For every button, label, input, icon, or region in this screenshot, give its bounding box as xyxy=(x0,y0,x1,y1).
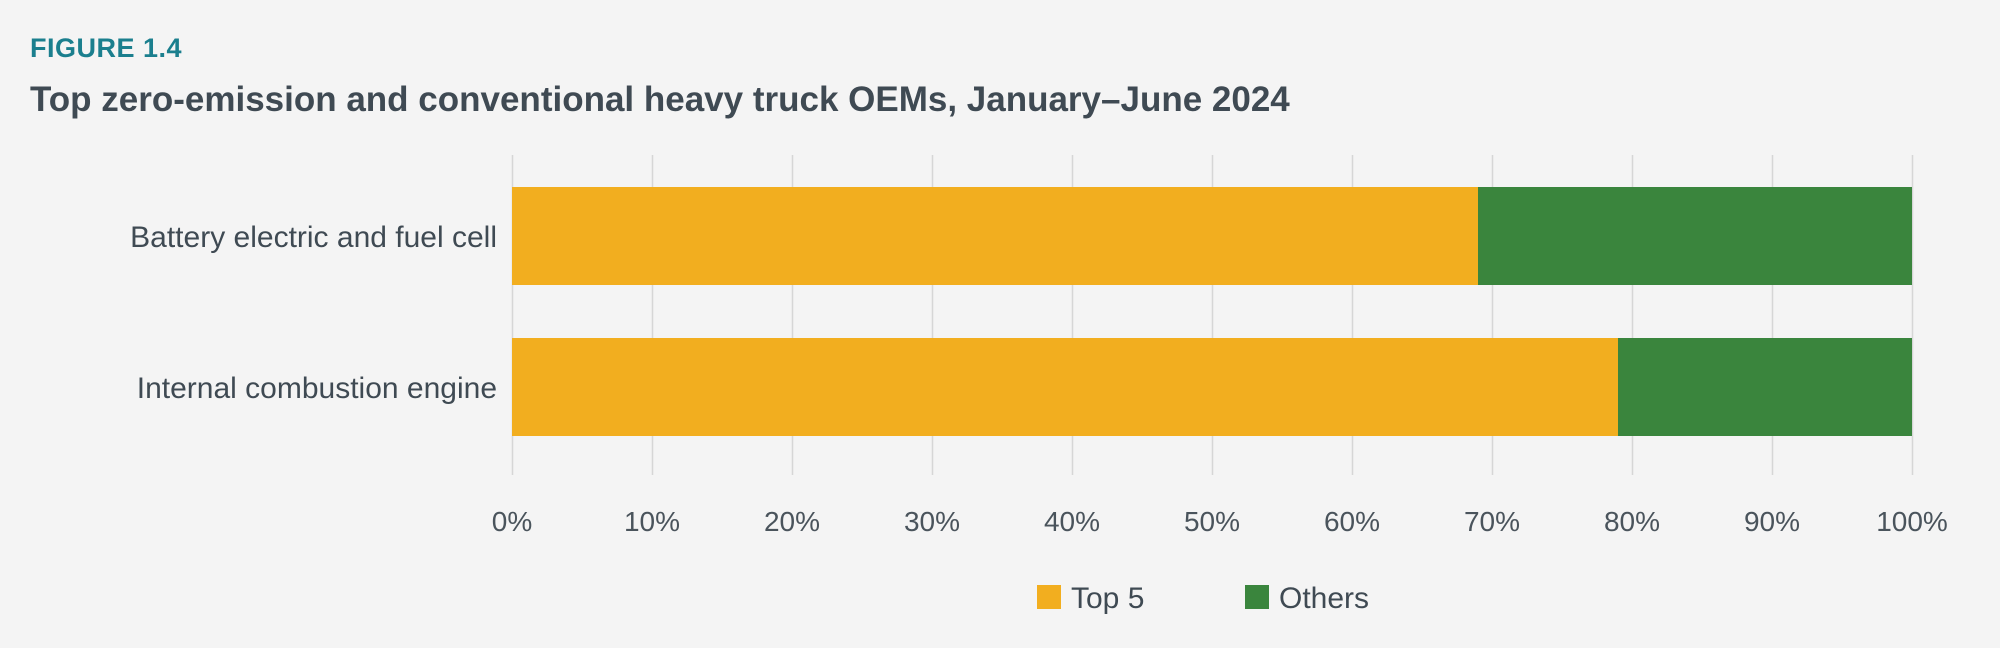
x-axis-ticks: 0% 10% 20% 30% 40% 50% 60% 70% 80% 90% 100% xyxy=(492,506,1948,537)
tick-label: 60% xyxy=(1324,506,1380,537)
bar-segment xyxy=(1478,187,1912,285)
legend-label: Top 5 xyxy=(1071,582,1144,615)
tick-label: 50% xyxy=(1184,506,1240,537)
bar-segment xyxy=(512,187,1478,285)
bar-segment xyxy=(1618,338,1912,436)
bars xyxy=(512,187,1912,436)
chart-title: Top zero-emission and conventional heavy… xyxy=(30,80,1290,119)
tick-label: 30% xyxy=(904,506,960,537)
tick-label: 20% xyxy=(764,506,820,537)
tick-label: 0% xyxy=(492,506,532,537)
category-labels: Battery electric and fuel cell Internal c… xyxy=(130,221,497,405)
tick-label: 80% xyxy=(1604,506,1660,537)
legend: Top 5 Others xyxy=(1037,582,1369,615)
legend-swatch xyxy=(1037,585,1061,609)
category-label: Internal combustion engine xyxy=(137,372,497,405)
tick-label: 90% xyxy=(1744,506,1800,537)
tick-label: 10% xyxy=(624,506,680,537)
bar-segment xyxy=(512,338,1618,436)
tick-label: 70% xyxy=(1464,506,1520,537)
tick-label: 40% xyxy=(1044,506,1100,537)
figure-label: FIGURE 1.4 xyxy=(30,33,183,63)
tick-label: 100% xyxy=(1876,506,1948,537)
legend-swatch xyxy=(1245,585,1269,609)
legend-label: Others xyxy=(1279,582,1369,615)
category-label: Battery electric and fuel cell xyxy=(130,221,497,254)
